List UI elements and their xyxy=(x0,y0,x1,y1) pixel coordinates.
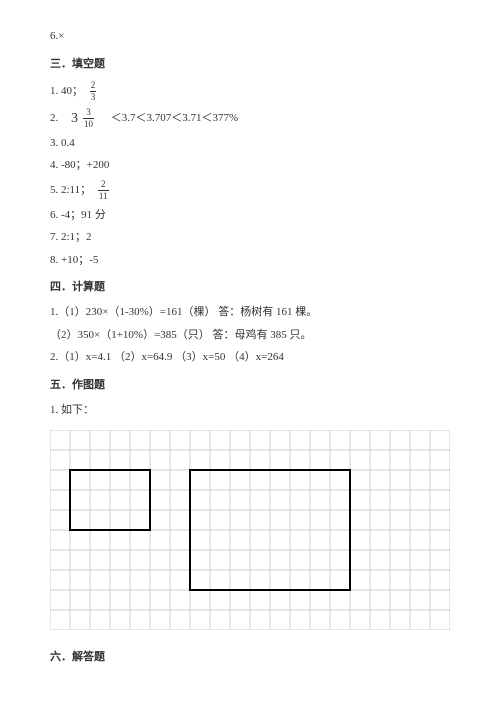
fill-7: 7. 2:1；2 xyxy=(50,229,450,246)
mixed-whole: 3 xyxy=(71,108,78,129)
fraction-denominator: 3 xyxy=(90,91,97,102)
fraction-denominator: 11 xyxy=(98,190,109,201)
section-4-title: 四．计算题 xyxy=(50,278,450,294)
fill-6: 6. -4；91 分 xyxy=(50,207,450,224)
section-6-title: 六．解答题 xyxy=(50,648,450,664)
answer-6: 6.× xyxy=(50,28,450,45)
fill-5: 5. 2:11； 2 11 xyxy=(50,180,450,201)
fill-5-text: 5. 2:11； xyxy=(50,184,91,196)
fraction-numerator: 3 xyxy=(85,108,92,118)
fill-8: 8. +10；-5 xyxy=(50,252,450,269)
fraction-numerator: 2 xyxy=(90,81,97,91)
fill-1-text: 1. 40； xyxy=(50,85,83,97)
fraction-denominator: 10 xyxy=(83,118,94,129)
fill-3: 3. 0.4 xyxy=(50,135,450,152)
calc-3: 2.（1）x=4.1 （2）x=64.9 （3）x=50 （4）x=264 xyxy=(50,349,450,366)
calc-2: （2）350×（1+10%）=385（只） 答：母鸡有 385 只。 xyxy=(50,327,450,344)
fill-2-mixed-number: 3 3 10 xyxy=(71,108,98,129)
fill-2-label: 2. xyxy=(50,112,58,124)
grid-figure xyxy=(50,430,450,630)
fill-4: 4. -80；+200 xyxy=(50,157,450,174)
fill-1: 1. 40； 2 3 xyxy=(50,81,450,102)
mixed-fraction: 3 10 xyxy=(83,108,94,129)
fill-2: 2. 3 3 10 ＜3.7＜3.707＜3.71＜377% xyxy=(50,108,450,129)
fill-1-fraction: 2 3 xyxy=(90,81,97,102)
fraction-numerator: 2 xyxy=(100,180,107,190)
fill-5-fraction: 2 11 xyxy=(98,180,109,201)
section-3-title: 三．填空题 xyxy=(50,55,450,71)
calc-1: 1.（1）230×（1-30%）=161（棵） 答：杨树有 161 棵。 xyxy=(50,304,450,321)
fill-2-rest: ＜3.7＜3.707＜3.71＜377% xyxy=(111,112,238,124)
section-5-title: 五．作图题 xyxy=(50,376,450,392)
draw-1: 1. 如下： xyxy=(50,402,450,419)
grid-svg xyxy=(50,430,450,630)
